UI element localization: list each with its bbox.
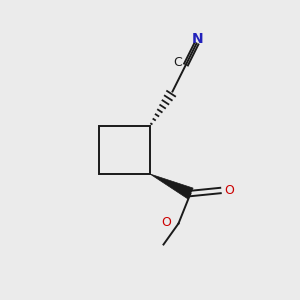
- Polygon shape: [150, 174, 193, 199]
- Text: N: N: [192, 32, 203, 46]
- Text: C: C: [173, 56, 182, 70]
- Text: O: O: [225, 184, 234, 197]
- Text: O: O: [161, 215, 171, 229]
